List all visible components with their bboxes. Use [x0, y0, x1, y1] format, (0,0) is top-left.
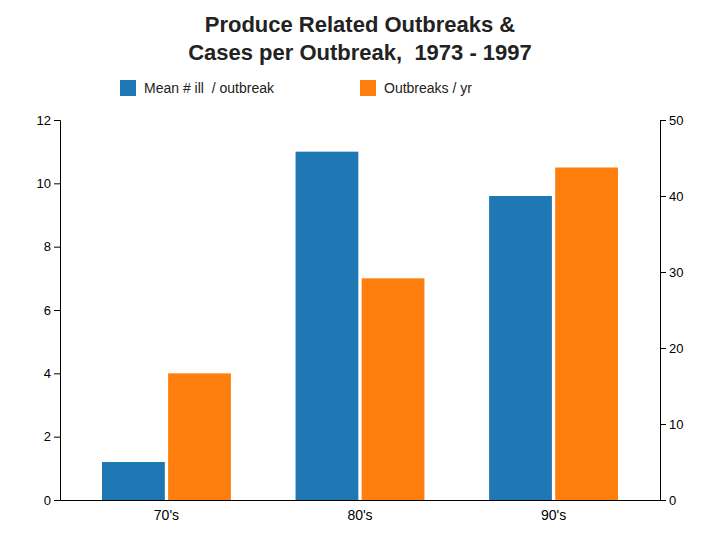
y-tick-label: 0 — [44, 493, 51, 508]
bar-series — [102, 152, 552, 500]
x-tick: 70's — [154, 507, 179, 523]
bar-series — [168, 168, 618, 501]
y2-tick-label: 30 — [669, 265, 683, 280]
y-tick-mark — [54, 373, 60, 374]
y-axis-line — [54, 121, 61, 501]
x-tick-label: 80's — [347, 507, 372, 523]
y-tick-mark — [54, 310, 60, 311]
y-tick: 4 — [44, 366, 60, 381]
legend-swatch — [120, 80, 136, 96]
y2-tick: 0 — [660, 493, 676, 508]
title: Produce Related Outbreaks & — [205, 12, 516, 37]
bar — [489, 196, 552, 500]
y2-tick-mark — [660, 500, 666, 501]
y-tick-mark — [54, 120, 60, 121]
y2-tick: 10 — [660, 417, 683, 432]
subtitle: Cases per Outbreak, 1973 - 1997 — [188, 40, 532, 65]
y2-tick-mark — [660, 424, 666, 425]
bar — [555, 168, 618, 501]
y2-tick: 50 — [660, 113, 683, 128]
bars — [102, 152, 618, 500]
y2-tick-label: 10 — [669, 417, 683, 432]
y-tick-mark — [54, 247, 60, 248]
y-tick-mark — [54, 183, 60, 184]
legend-item: Mean # ill / outbreak — [120, 80, 275, 96]
y-tick-label: 10 — [37, 176, 51, 191]
y2-tick: 30 — [660, 265, 683, 280]
y-tick-label: 12 — [37, 113, 51, 128]
y2-tick-mark — [660, 348, 666, 349]
y2-tick-mark — [660, 196, 666, 197]
y-tick: 8 — [44, 239, 60, 254]
y-tick: 2 — [44, 429, 60, 444]
y2-tick: 20 — [660, 341, 683, 356]
x-tick-label: 70's — [154, 507, 179, 523]
x-tick: 90's — [541, 507, 566, 523]
y-tick-label: 2 — [44, 429, 51, 444]
chart-svg: Produce Related Outbreaks & Cases per Out… — [0, 0, 720, 540]
y-tick-mark — [54, 500, 60, 501]
y2-tick-mark — [660, 120, 666, 121]
bar — [362, 278, 425, 500]
y-tick-label: 4 — [44, 366, 51, 381]
legend-label: Outbreaks / yr — [384, 80, 472, 96]
bar — [102, 462, 165, 500]
chart-container: Produce Related Outbreaks & Cases per Out… — [0, 0, 720, 540]
y-axis: 0 2 4 6 8 10 12 — [37, 113, 61, 508]
y-tick-label: 8 — [44, 239, 51, 254]
legend: Mean # ill / outbreak Outbreaks / yr — [120, 80, 472, 96]
legend-item: Outbreaks / yr — [360, 80, 472, 96]
y2-tick: 40 — [660, 189, 683, 204]
y2-tick-label: 0 — [669, 493, 676, 508]
x-axis: 70's 80's 90's — [61, 501, 661, 523]
y2-axis-line — [661, 121, 667, 501]
y-tick: 6 — [44, 303, 60, 318]
x-axis-line — [61, 500, 661, 501]
y2-tick-mark — [660, 272, 666, 273]
y2-tick-label: 50 — [669, 113, 683, 128]
y-tick-label: 6 — [44, 303, 51, 318]
bar — [168, 373, 231, 500]
y2-axis: 0 10 20 30 40 50 — [660, 113, 683, 508]
y-tick-mark — [54, 437, 60, 438]
y-tick: 0 — [44, 493, 60, 508]
y2-tick-label: 40 — [669, 189, 683, 204]
x-tick: 80's — [347, 507, 372, 523]
legend-label: Mean # ill / outbreak — [144, 80, 275, 96]
y-tick: 12 — [37, 113, 60, 128]
legend-swatch — [360, 80, 376, 96]
bar — [296, 152, 359, 500]
plot-area: 70's 80's 90's 0 2 4 6 8 10 12 0 10 20 30 40 50 — [37, 113, 684, 523]
y2-tick-label: 20 — [669, 341, 683, 356]
x-tick-label: 90's — [541, 507, 566, 523]
y-tick: 10 — [37, 176, 60, 191]
